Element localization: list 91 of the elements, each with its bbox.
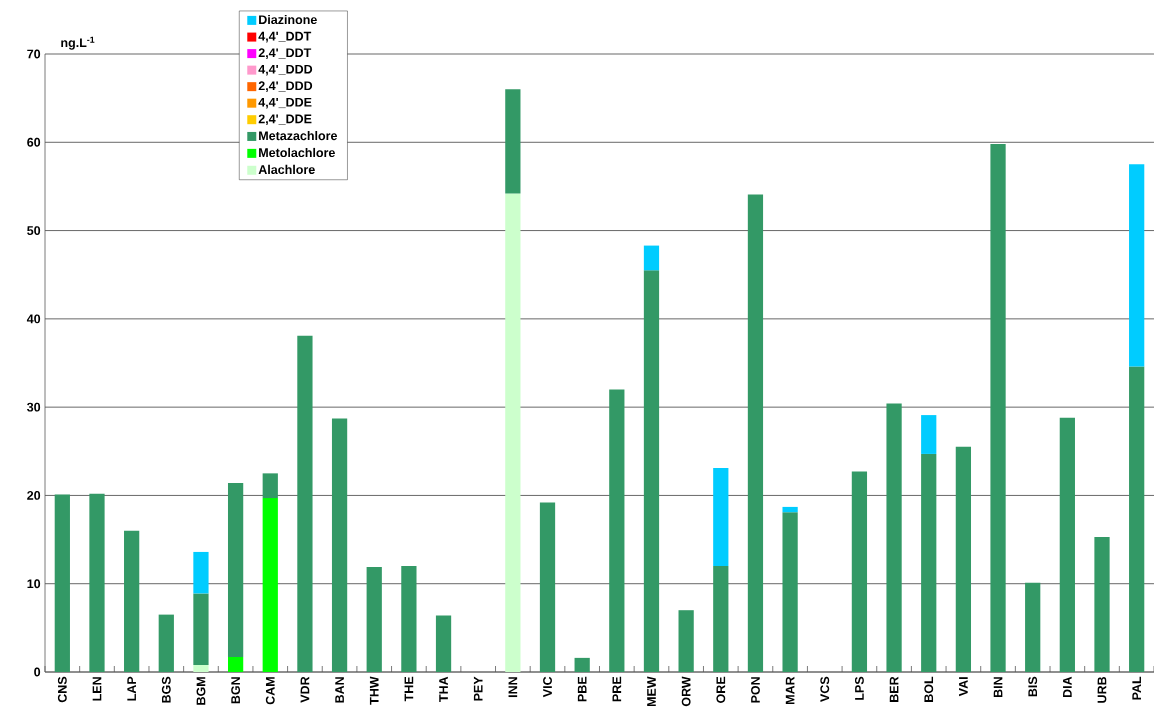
y-tick-label: 10 (27, 579, 41, 589)
bar (435, 615, 452, 672)
x-tick-label: BGN (231, 677, 241, 704)
bar (990, 144, 1006, 672)
bar (1129, 164, 1145, 367)
bar (747, 194, 764, 672)
bar (609, 389, 625, 672)
bar (574, 657, 590, 672)
bar (955, 446, 972, 672)
legend-label: 2,4'_DDE (258, 114, 312, 126)
y-tick-label: 20 (27, 491, 41, 500)
x-tick-label: MEW (647, 676, 656, 707)
bar (921, 453, 937, 672)
x-tick-label: PRE (612, 676, 622, 702)
bar (886, 403, 902, 672)
bar (262, 498, 278, 672)
bar (401, 566, 417, 672)
x-tick-label: BGS (161, 676, 171, 703)
x-tick-label: MAR (785, 676, 795, 704)
bar (678, 610, 694, 672)
x-tick-label: BIS (1028, 676, 1038, 697)
legend-label: 4,4'_DDD (258, 64, 313, 76)
x-tick-label: THE (404, 676, 414, 702)
bar (366, 566, 382, 672)
legend-label: 4,4'_DDE (258, 97, 312, 109)
legend-label: Metazachlore (259, 130, 338, 141)
y-tick-label: 60 (27, 137, 41, 147)
x-tick-label: URB (1097, 676, 1107, 703)
bar (158, 614, 174, 672)
bar (1129, 366, 1145, 672)
x-tick-label: ORE (716, 676, 726, 703)
x-tick-label: PON (751, 677, 760, 703)
bar (54, 494, 70, 672)
x-tick-label: VIC (543, 676, 552, 698)
bar (782, 512, 798, 672)
x-tick-label: DIA (1063, 676, 1072, 698)
legend-label: Diazinone (259, 14, 317, 25)
x-tick-label: VAI (959, 677, 968, 697)
bar (505, 193, 521, 672)
y-tick-label: 70 (27, 49, 41, 59)
bar (505, 89, 521, 194)
x-tick-label: BER (889, 676, 899, 702)
y-tick-label: 0 (34, 667, 41, 677)
legend-label: 4,4'_DDT (258, 31, 312, 43)
bar (193, 551, 209, 594)
x-tick-label: LPS (854, 676, 864, 700)
x-tick-label: INN (508, 677, 518, 698)
bar (713, 468, 729, 567)
x-tick-label: ORW (681, 676, 691, 707)
x-tick-label: CNS (57, 676, 67, 703)
legend-label: Alachlore (258, 164, 315, 174)
x-tick-label: BIN (993, 677, 1003, 698)
x-tick-label: THA (439, 676, 448, 702)
bar (297, 335, 313, 672)
bar (539, 502, 556, 672)
x-tick-label: THW (369, 676, 379, 705)
bar (1094, 536, 1110, 672)
bar (782, 506, 798, 513)
legend-label: Metolachlore (259, 147, 335, 158)
bar (193, 593, 209, 665)
x-tick-label: PAL (1132, 676, 1141, 700)
x-tick-label: BGM (196, 677, 206, 705)
bar (193, 664, 209, 672)
bar (1025, 582, 1041, 672)
bar (921, 415, 937, 454)
legend-label: 2,4'_DDT (258, 48, 312, 59)
bar (1059, 417, 1075, 672)
x-tick-label: LEN (92, 677, 102, 701)
bar (331, 418, 348, 672)
bar (89, 493, 105, 672)
y-tick-label: 50 (27, 226, 41, 235)
bar (124, 530, 140, 672)
x-tick-label: CAM (265, 677, 275, 705)
y-tick-label: 30 (27, 402, 41, 412)
bar (713, 566, 729, 672)
x-tick-label: VDR (300, 676, 310, 703)
y-axis-title: ng.L$^{-1}$ (61, 36, 95, 50)
bar (227, 656, 244, 672)
legend-label: 2,4'_DDD (258, 81, 313, 93)
x-tick-label: PEY (473, 676, 483, 701)
bar (227, 483, 244, 657)
x-tick-label: LAP (127, 676, 136, 701)
x-tick-label: PBE (577, 676, 587, 702)
x-tick-label: BAN (335, 677, 344, 703)
bar (643, 270, 660, 672)
x-tick-label: VCS (820, 676, 830, 702)
bar (643, 245, 660, 271)
y-tick-label: 40 (26, 314, 41, 324)
bar (262, 473, 278, 499)
x-tick-label: BOL (924, 676, 934, 702)
bar (851, 471, 868, 672)
